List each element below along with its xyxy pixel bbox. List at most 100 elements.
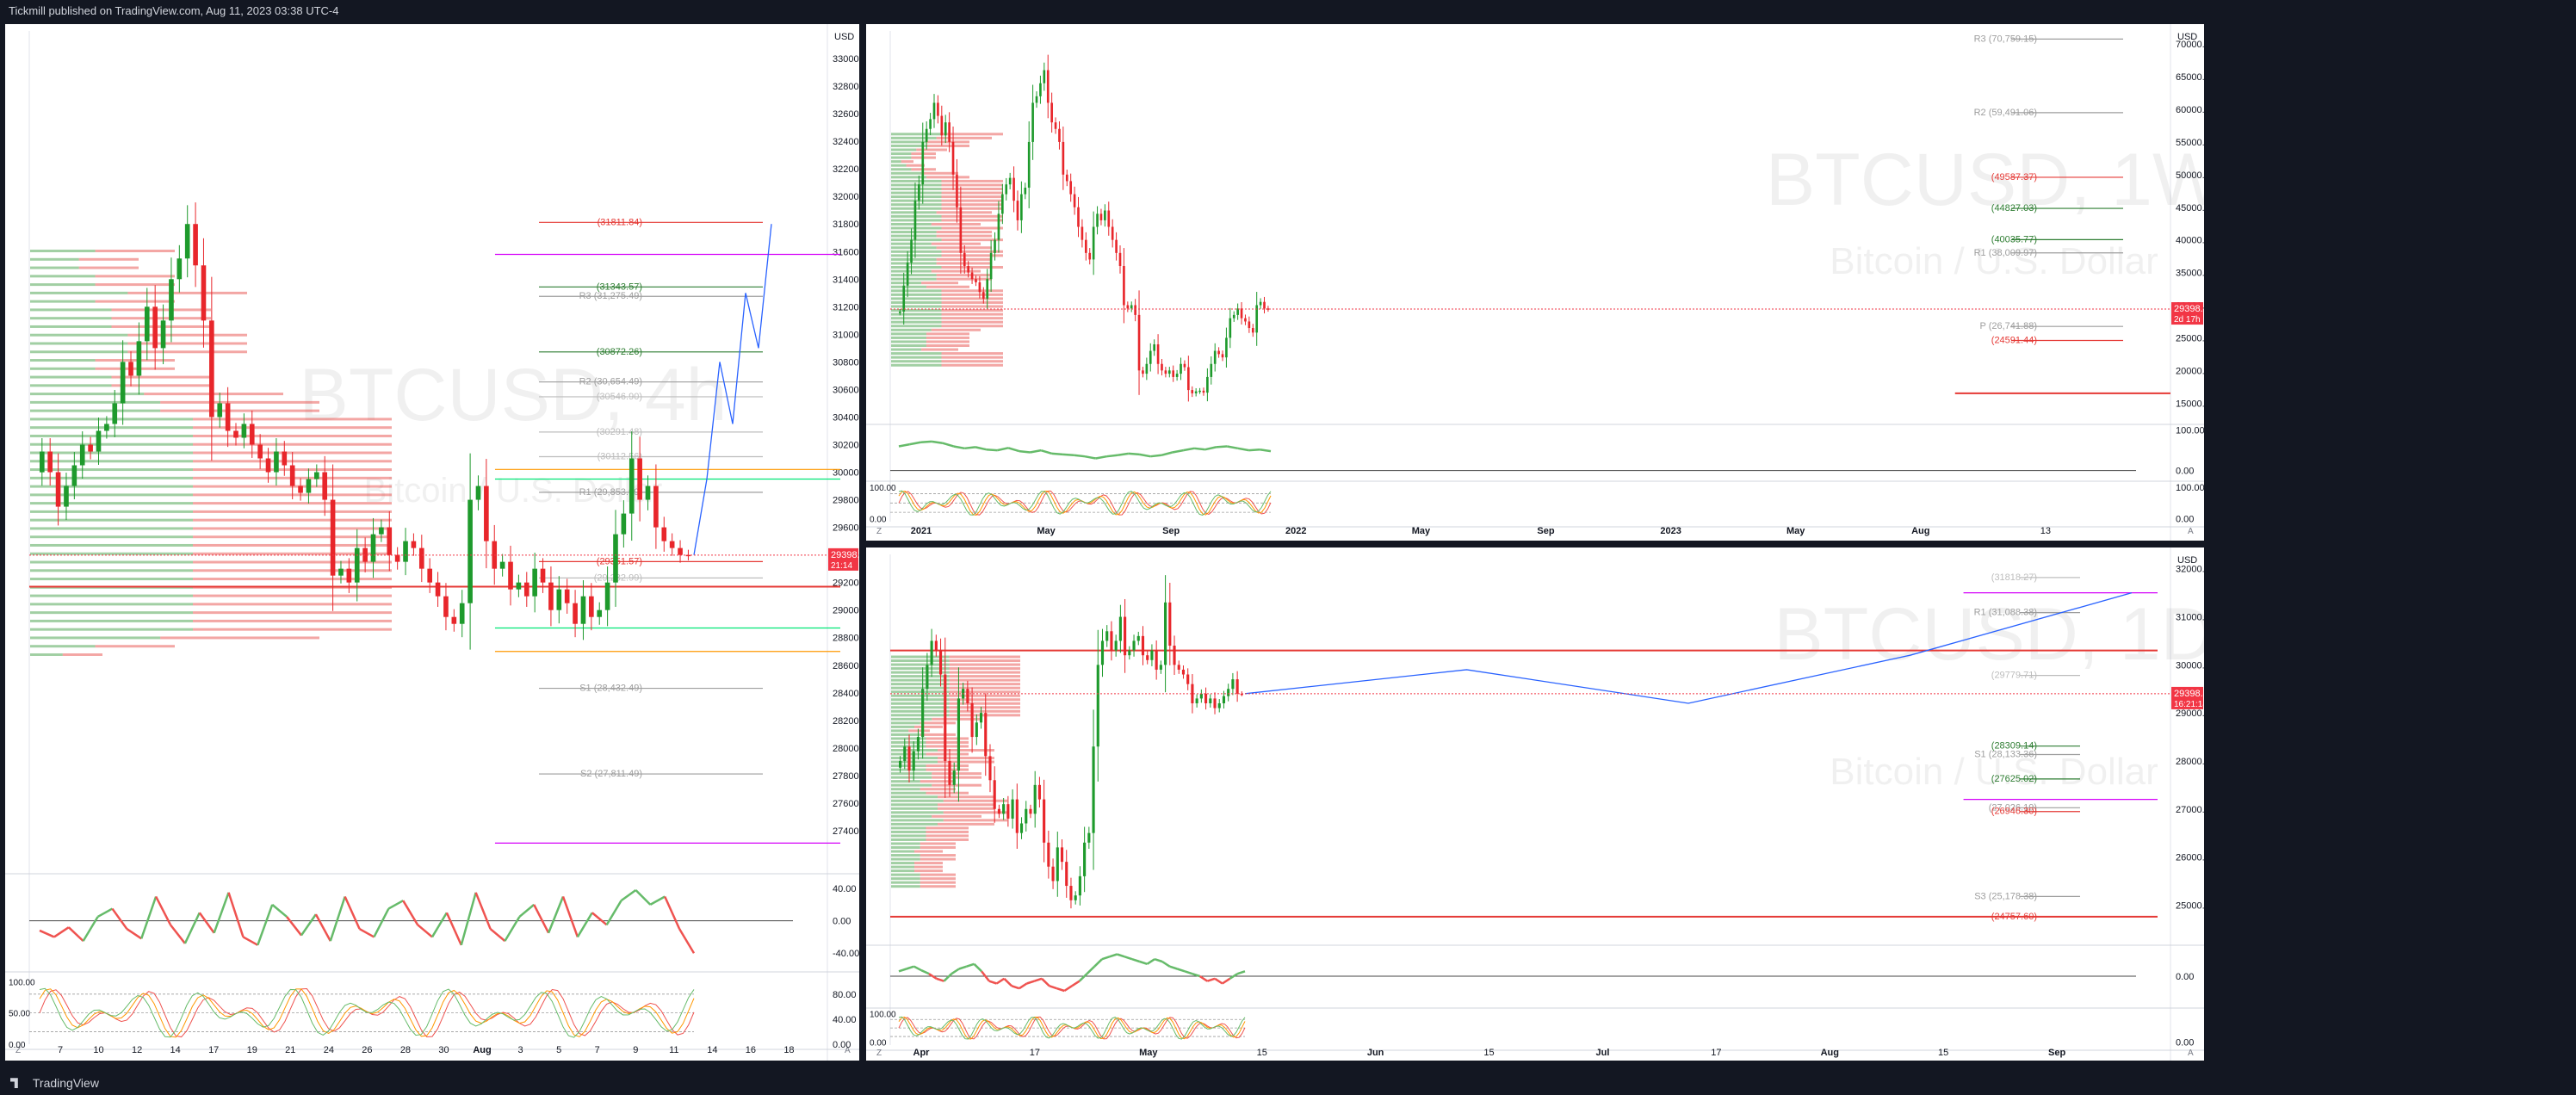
candle-body [1092,746,1095,833]
volume-profile-bar-up [891,363,942,367]
rsi-line-segment [358,927,375,938]
candle-body [1001,194,1004,214]
rsi-line-segment [1011,985,1020,990]
chart-1w[interactable]: BTCUSD, 1W Bitcoin / U.S. Dollar USD70000.… [866,24,2204,541]
volume-profile-bar-up [30,384,112,387]
scale-z-button[interactable]: Z [876,527,882,536]
rsi-line-segment [1033,977,1043,982]
scale-z-button[interactable]: Z [876,1049,882,1058]
volume-profile-bar-up [891,819,944,822]
volume-profile-bar-up [891,317,942,320]
candle-body [1236,308,1239,315]
footer-brand[interactable]: TradingView [32,1075,99,1090]
volume-profile-bar-down [926,144,969,147]
volume-profile-bar-up [891,745,926,748]
price-tag-countdown: 21:14 [831,561,852,571]
volume-profile-bar-up [891,195,942,199]
candle-body [411,541,417,548]
volume-profile-bar-down [941,226,1003,230]
candle-body [370,534,376,562]
stoch-right-tick: 0.00 [2176,514,2194,524]
time-axis-tick: May [1786,526,1805,536]
candle-body [1062,141,1065,175]
chart-1d[interactable]: BTCUSD, 1D Bitcoin / U.S. Dollar USD32000.… [866,548,2204,1061]
volume-profile-bar-up [891,791,926,795]
stoch-left-tick: 0.00 [870,1039,887,1049]
volume-profile-bar-down [949,671,1020,674]
candle-body [1251,328,1254,333]
volume-profile-bar-down [95,645,175,648]
volume-profile-bar-down [926,768,969,771]
candle-body [556,589,562,610]
candle-body [1015,799,1019,833]
volume-profile-bar-down [193,518,392,522]
pivot-level-label: R1 (38,009.97) [1974,248,2037,258]
rsi-line-segment [909,441,921,446]
volume-profile-bar-down [941,188,1003,190]
volume-profile-bar-down [95,367,175,370]
candle-body [55,472,61,507]
volume-profile-bar-down [941,179,1003,182]
volume-profile-bar-up [891,152,912,156]
time-axis-tick: 24 [324,1045,334,1055]
chart-panel-1w[interactable]: BTCUSD, 1W Bitcoin / U.S. Dollar USD 70000.… [866,24,2204,541]
candle-body [298,486,303,493]
candle-body [1173,646,1176,665]
volume-profile-bar-up [30,653,63,656]
pivot-level-label: R2 (30,654.49) [579,377,642,387]
candle-body [1105,631,1109,641]
candle-body [1134,305,1136,315]
volume-profile-bar-up [30,434,193,437]
chart-4h[interactable]: BTCUSD, 4h Bitcoin / U.S. Dollar USD 33000.… [5,24,859,1061]
candle-body [993,780,996,809]
time-axis-tick: May [1037,526,1056,536]
volume-profile-bar-down [95,359,175,362]
volume-profile-bar-up [891,262,937,265]
candle-body [1051,866,1055,882]
pivot-level-label: (28309.14) [1991,741,2037,752]
volume-profile-bar-up [30,594,193,597]
volume-profile-bar-down [193,603,392,606]
volume-profile-bar-down [920,877,956,881]
candle-body [1141,635,1145,656]
chart-panel-4h[interactable]: BTCUSD, 4h Bitcoin / U.S. Dollar USD 33000.… [5,24,859,1061]
auto-scale-button[interactable]: A [845,1046,851,1055]
pivot-level-label: (31811.84) [598,217,642,227]
volume-profile-bar-up [891,811,944,814]
volume-profile-bar-up [30,367,96,370]
candle-body [1263,301,1266,309]
rsi-line-segment [67,926,84,943]
candle-body [1137,314,1141,371]
volume-profile-bar-up [891,148,917,152]
volume-profile-bar-up [891,300,942,304]
auto-scale-button[interactable]: A [2188,527,2194,536]
volume-profile-bar-down [914,850,943,853]
volume-profile-bar-down [193,569,392,572]
auto-scale-button[interactable]: A [2188,1049,2194,1058]
rsi-line-segment [1040,449,1053,455]
rsi-line-segment [154,895,172,925]
candle-body [966,689,969,703]
stoch-right-tick: 80.00 [833,990,857,1000]
candle-body [1050,102,1053,123]
candle-body [241,424,247,438]
candle-body [1217,702,1221,708]
volume-profile-bar-down [941,312,1003,316]
candle-body [1229,318,1232,338]
volume-profile-bar-down [949,667,1020,671]
volume-profile-bar-down [926,826,969,830]
volume-profile-bar-down [920,733,956,736]
scale-z-button[interactable]: Z [15,1046,21,1055]
rsi-line-segment [489,928,506,943]
volume-profile-bar-up [891,257,937,261]
price-axis-tick: 45000.00 [2176,203,2204,213]
rsi-line-segment [1019,449,1031,454]
candle-body [1240,308,1243,319]
chart-panel-1d[interactable]: BTCUSD, 1D Bitcoin / U.S. Dollar USD 32000.… [866,548,2204,1061]
candle-body [1172,370,1175,377]
time-axis-tick: 21 [285,1045,295,1055]
volume-profile-bar-down [926,340,969,343]
volume-profile-bar-down [926,764,969,768]
candle-body [209,320,214,418]
volume-profile-bar-down [906,164,925,167]
